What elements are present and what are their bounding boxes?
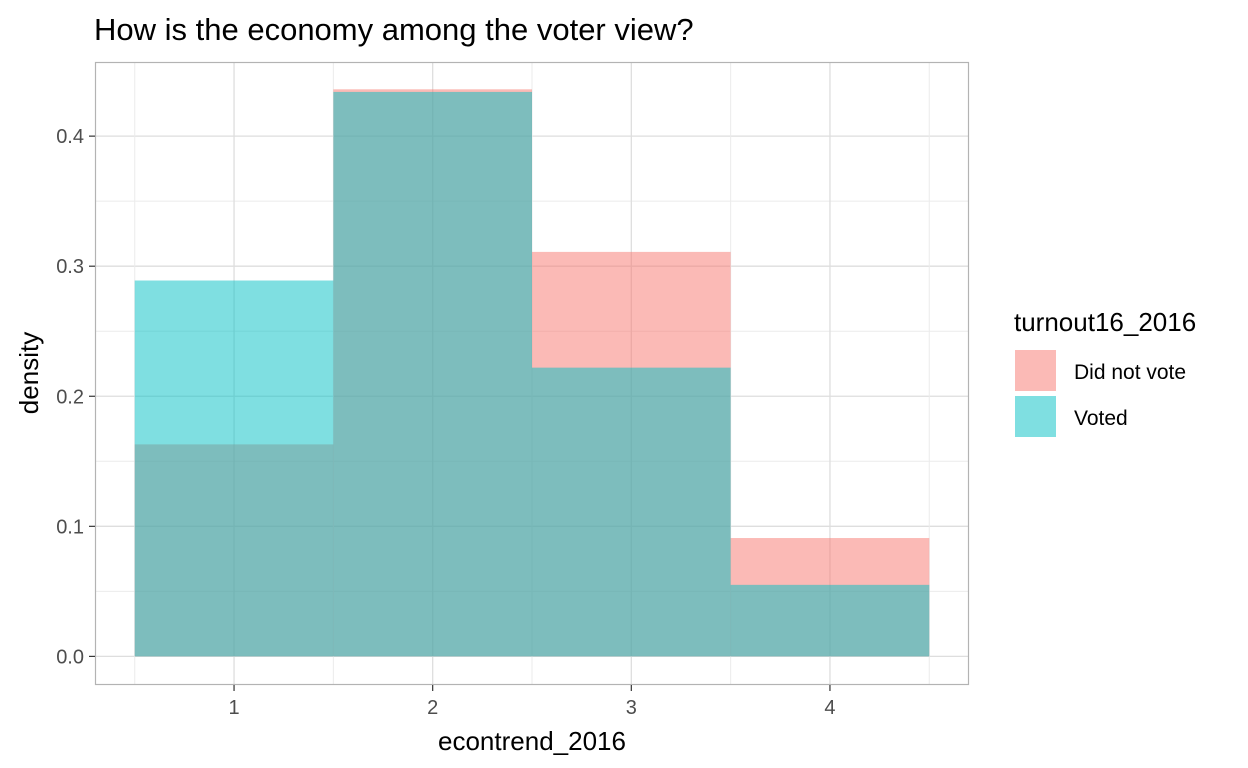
bars xyxy=(134,89,930,657)
legend-label-voted: Voted xyxy=(1074,407,1128,430)
legend-swatch-voted xyxy=(1015,396,1056,437)
y-tick-label: 0.3 xyxy=(56,256,84,278)
legend-items: Did not vote Voted xyxy=(1014,349,1186,438)
x-tick-label: 1 xyxy=(228,697,239,719)
x-tick-label: 2 xyxy=(427,697,438,719)
y-tick-label: 0.0 xyxy=(56,646,84,668)
legend-title: turnout16_2016 xyxy=(1014,307,1196,337)
x-tick-label: 3 xyxy=(626,697,637,719)
axis-ticks: 0.0 0.1 0.2 0.3 0.4 1 2 3 4 xyxy=(56,126,835,719)
y-tick-label: 0.4 xyxy=(56,126,84,148)
chart-title: How is the economy among the voter view? xyxy=(94,12,694,47)
x-axis-title: econtrend_2016 xyxy=(438,726,626,756)
legend: turnout16_2016 Did not vote Voted xyxy=(1014,307,1196,438)
legend-swatch-did-not-vote xyxy=(1015,350,1056,391)
y-tick-label: 0.2 xyxy=(56,386,84,408)
bar-voted-2 xyxy=(333,91,532,657)
plot-border xyxy=(94,61,970,686)
bar-voted-1 xyxy=(134,280,334,657)
x-tick-label: 4 xyxy=(824,697,835,719)
y-axis-title: density xyxy=(14,332,44,414)
bar-voted-3 xyxy=(532,367,731,657)
y-tick-label: 0.1 xyxy=(56,516,84,538)
legend-label-did-not-vote: Did not vote xyxy=(1074,361,1186,384)
bar-voted-4 xyxy=(730,584,930,657)
